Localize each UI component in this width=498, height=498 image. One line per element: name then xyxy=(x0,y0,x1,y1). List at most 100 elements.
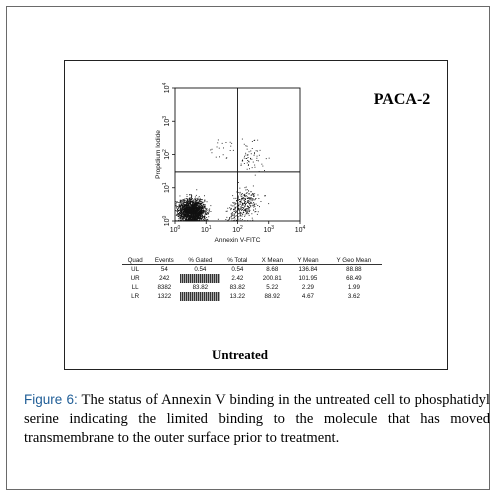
event-dot xyxy=(252,203,254,205)
event-dot xyxy=(182,216,184,217)
event-dot xyxy=(230,209,231,211)
event-dot xyxy=(193,202,195,204)
event-dot xyxy=(240,215,242,217)
event-dot xyxy=(192,209,193,210)
event-dot xyxy=(200,207,202,209)
event-dot xyxy=(256,157,258,159)
event-dot xyxy=(206,201,208,203)
event-dot xyxy=(184,205,186,207)
event-dot xyxy=(258,198,260,199)
event-dot xyxy=(245,186,247,188)
event-dot xyxy=(178,206,180,208)
event-dot xyxy=(239,201,240,203)
event-dot xyxy=(203,217,205,219)
event-dot xyxy=(227,219,229,221)
stats-row: UR 242 2.42 200.81 101.95 68.49 xyxy=(122,273,382,283)
event-dot xyxy=(232,220,234,222)
event-dot xyxy=(236,191,238,193)
event-dot xyxy=(248,151,250,153)
event-dot xyxy=(183,199,184,201)
event-dot xyxy=(234,215,236,217)
event-dot xyxy=(181,204,183,206)
event-dot xyxy=(246,208,248,210)
event-dot xyxy=(194,213,196,214)
event-dot xyxy=(190,197,191,199)
event-dot xyxy=(191,220,193,222)
event-dot xyxy=(191,206,193,208)
x-tick-label: 103 xyxy=(263,225,274,234)
event-dot xyxy=(191,205,193,206)
event-dot xyxy=(188,203,190,205)
event-dot xyxy=(195,200,197,202)
event-dot xyxy=(192,220,194,222)
stats-cell: 54 xyxy=(160,266,168,274)
event-dot xyxy=(196,218,197,220)
event-dot xyxy=(246,158,248,159)
event-dot xyxy=(193,219,195,221)
event-dot xyxy=(181,206,183,208)
event-dot xyxy=(201,203,203,204)
event-dot xyxy=(190,214,192,216)
event-dot xyxy=(244,210,246,211)
event-dot xyxy=(250,195,252,196)
event-dot xyxy=(185,215,187,217)
y-tick-label: 103 xyxy=(162,116,171,127)
event-dot xyxy=(195,203,196,204)
event-dot xyxy=(206,213,208,214)
event-dot xyxy=(179,204,181,206)
event-dot xyxy=(179,201,181,202)
event-dot xyxy=(244,200,245,202)
event-dot xyxy=(205,220,207,222)
event-dot xyxy=(180,213,181,215)
event-dot xyxy=(243,157,245,159)
event-dot xyxy=(201,205,202,207)
event-dot xyxy=(244,187,246,189)
event-dot xyxy=(185,214,186,216)
event-dot xyxy=(255,211,257,212)
event-dot xyxy=(244,209,246,211)
event-dot xyxy=(178,214,180,216)
event-dot xyxy=(176,206,178,208)
event-dot xyxy=(244,204,246,206)
event-dot xyxy=(176,202,178,203)
event-dot xyxy=(200,218,201,220)
event-dot xyxy=(191,205,193,207)
event-dot xyxy=(240,212,242,213)
event-dot xyxy=(183,211,184,213)
event-dot xyxy=(206,209,208,211)
event-dot xyxy=(191,209,192,211)
event-dot xyxy=(195,205,197,207)
event-dot xyxy=(190,220,192,222)
event-dot xyxy=(191,214,193,216)
event-dot xyxy=(191,217,193,219)
event-dot xyxy=(201,217,203,219)
event-dot xyxy=(175,215,177,216)
event-dot xyxy=(201,211,203,213)
stats-cell: 68.49 xyxy=(346,275,362,283)
event-dot xyxy=(186,220,188,222)
event-dot xyxy=(206,219,208,220)
event-dot xyxy=(200,202,202,204)
event-dot xyxy=(249,199,251,201)
event-dot xyxy=(248,200,249,202)
event-dot xyxy=(204,204,206,205)
y-tick-label: 102 xyxy=(162,149,171,160)
event-dot xyxy=(251,217,253,219)
event-dot xyxy=(176,206,177,208)
event-dot xyxy=(194,215,196,216)
event-dot xyxy=(230,213,232,215)
event-dot xyxy=(190,199,192,200)
event-dot xyxy=(201,201,202,203)
event-dot xyxy=(226,210,228,212)
event-dot xyxy=(195,207,197,209)
event-dot xyxy=(179,212,181,214)
event-dot xyxy=(238,213,240,215)
event-dot xyxy=(180,219,182,221)
event-dot xyxy=(195,220,197,222)
event-dot xyxy=(192,208,194,209)
event-dot xyxy=(188,199,190,200)
event-dot xyxy=(190,208,192,209)
event-dot xyxy=(248,200,250,202)
event-dot xyxy=(239,201,241,202)
event-dot xyxy=(251,205,253,207)
